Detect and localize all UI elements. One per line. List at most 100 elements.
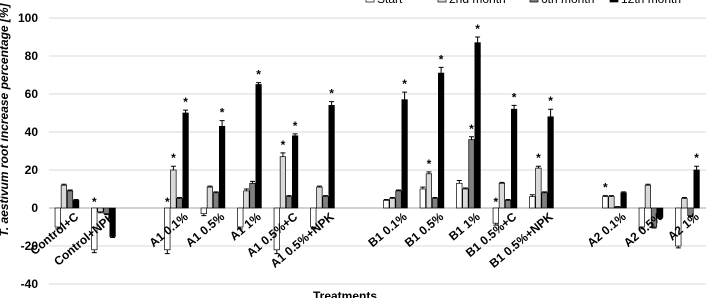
- significance-mark: *: [402, 77, 407, 91]
- significance-mark: *: [427, 157, 432, 171]
- y-axis-label: T. aestivum root increase percentage [%]: [0, 2, 11, 236]
- significance-mark: *: [439, 52, 444, 66]
- bar: [401, 99, 408, 209]
- error-bar: [323, 195, 328, 197]
- y-tick-label: -20: [21, 239, 39, 253]
- bar: [511, 108, 518, 209]
- bar: [389, 198, 396, 209]
- error-bar: [402, 91, 408, 100]
- significance-mark: *: [220, 106, 225, 120]
- bar: [72, 200, 80, 209]
- error-bar: [67, 189, 73, 191]
- error-bar: [219, 120, 225, 127]
- y-tick-label: 0: [31, 201, 38, 215]
- error-bar: [475, 36, 481, 43]
- bar: [383, 200, 390, 209]
- bar: [66, 190, 74, 209]
- significance-mark: *: [281, 138, 286, 152]
- error-bar: [681, 197, 687, 199]
- x-axis-label: Treatments: [313, 289, 377, 298]
- error-bar: [170, 165, 176, 170]
- error-bar: [694, 165, 700, 170]
- error-bar: [177, 197, 182, 199]
- error-bar: [213, 191, 219, 193]
- error-bar: [456, 179, 462, 184]
- error-bar: [511, 104, 517, 110]
- bar: [425, 173, 432, 209]
- error-bar: [469, 136, 474, 140]
- error-bar: [499, 181, 505, 184]
- significance-mark: *: [548, 94, 553, 108]
- bar: [602, 196, 609, 209]
- significance-mark: *: [603, 181, 608, 195]
- error-bar: [389, 197, 395, 199]
- bar: [462, 188, 469, 209]
- bar: [97, 207, 104, 213]
- significance-mark: *: [536, 151, 541, 165]
- bar: [620, 192, 627, 209]
- bar: [535, 167, 542, 209]
- bar: [644, 184, 652, 209]
- bar: [395, 190, 402, 209]
- error-bar: [396, 189, 401, 191]
- bar: [255, 84, 262, 209]
- bar: [200, 207, 207, 215]
- error-bar: [280, 152, 286, 157]
- bar: [541, 192, 548, 209]
- error-bar: [438, 66, 444, 74]
- error-bar: [548, 108, 554, 117]
- error-bar: [639, 227, 645, 230]
- error-bar: [310, 227, 316, 230]
- bar: [176, 198, 183, 209]
- error-bar: [292, 133, 298, 136]
- error-bar: [602, 195, 608, 197]
- error-bar: [420, 186, 426, 189]
- error-bar: [286, 195, 292, 197]
- bar: [322, 196, 329, 209]
- error-bar: [243, 188, 249, 191]
- legend-label: 12th month: [621, 0, 681, 6]
- significance-mark: *: [165, 195, 170, 209]
- significance-mark: *: [92, 195, 97, 209]
- bar: [614, 206, 621, 209]
- error-bar: [183, 109, 189, 113]
- bar: [212, 192, 220, 209]
- error-bar: [621, 191, 627, 193]
- bar: [316, 186, 323, 209]
- legend-label: Start: [377, 0, 403, 6]
- error-bar: [493, 223, 499, 226]
- bar: [206, 186, 213, 209]
- legend-swatch: [529, 0, 539, 3]
- x-tick-label: A2 1%: [665, 209, 702, 243]
- x-tick-label: A2 0.1%: [584, 209, 629, 250]
- y-tick-label: 20: [25, 163, 39, 177]
- error-bar: [688, 215, 693, 218]
- error-bar: [675, 246, 681, 249]
- y-tick-label: -40: [21, 277, 39, 291]
- bar: [419, 188, 426, 209]
- bar: [693, 169, 700, 209]
- error-bar: [657, 217, 663, 219]
- bar: [608, 196, 615, 209]
- bar: [285, 196, 293, 209]
- bar: [328, 105, 335, 209]
- error-bar: [61, 183, 67, 186]
- bar: [529, 196, 536, 209]
- significance-mark: *: [694, 151, 699, 165]
- error-bar: [316, 185, 322, 188]
- y-tick-label: 100: [18, 11, 38, 25]
- bar: [498, 182, 505, 209]
- bar: [438, 72, 445, 209]
- error-bar: [256, 82, 262, 85]
- bar: [182, 112, 189, 209]
- error-bar: [505, 198, 511, 201]
- bar: [504, 200, 512, 209]
- error-bar: [97, 211, 103, 214]
- significance-mark: *: [256, 68, 261, 82]
- legend-swatch: [437, 0, 447, 3]
- bar: [292, 135, 299, 209]
- error-bar: [462, 187, 468, 189]
- significance-mark: *: [475, 22, 480, 36]
- error-bar: [432, 197, 438, 199]
